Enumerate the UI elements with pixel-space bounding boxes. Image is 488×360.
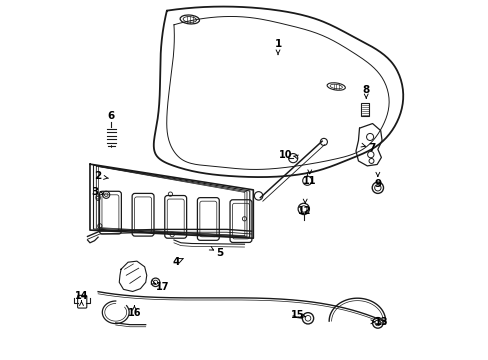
Text: 10: 10 (279, 150, 292, 159)
Text: 17: 17 (156, 282, 169, 292)
Text: 1: 1 (274, 39, 281, 49)
Text: 4: 4 (172, 257, 179, 267)
Text: 3: 3 (91, 187, 98, 197)
Text: 14: 14 (75, 291, 88, 301)
Text: 12: 12 (298, 206, 311, 216)
Text: 16: 16 (127, 309, 141, 318)
Text: 7: 7 (368, 143, 375, 153)
Text: 5: 5 (216, 248, 223, 258)
Text: 15: 15 (291, 310, 304, 320)
Text: 2: 2 (94, 171, 102, 181)
Text: 13: 13 (374, 317, 387, 327)
Text: 11: 11 (303, 176, 316, 186)
Text: 6: 6 (107, 112, 115, 121)
Text: 8: 8 (362, 85, 369, 95)
Text: 9: 9 (373, 179, 381, 189)
